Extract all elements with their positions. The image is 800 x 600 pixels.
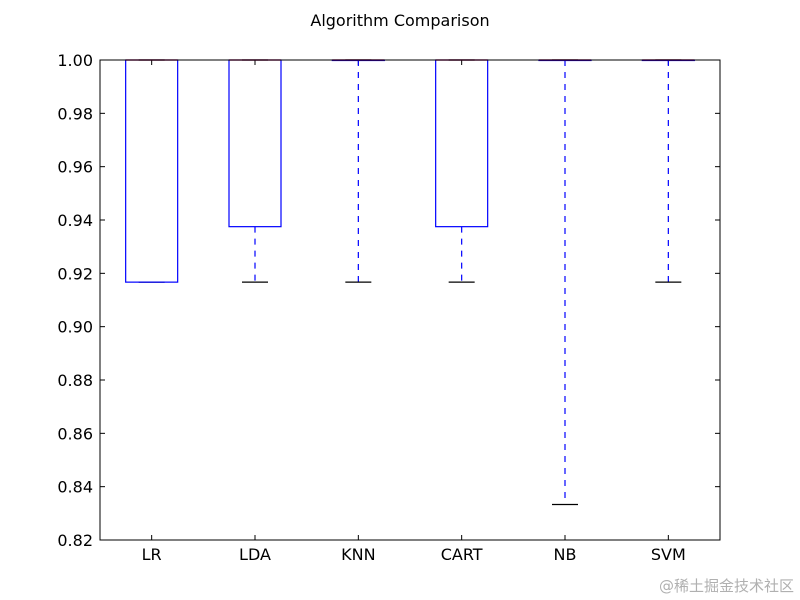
- box-lr: [125, 59, 179, 283]
- y-tick-label: 0.92: [57, 264, 93, 283]
- box-body: [228, 59, 282, 228]
- y-tick-label: 0.88: [57, 371, 93, 390]
- chart-title: Algorithm Comparison: [310, 11, 489, 30]
- box-knn: [331, 59, 385, 283]
- watermark: @稀土掘金技术社区: [658, 577, 794, 595]
- y-tick-label: 0.84: [57, 478, 93, 497]
- y-tick-label: 0.96: [57, 158, 93, 177]
- x-tick-label: CART: [441, 545, 483, 564]
- plot-area: 0.82 0.84 0.86 0.88 0.90 0.92 0.94 0.96 0.98 1.00…: [57, 51, 720, 564]
- box-lda: [228, 59, 282, 283]
- plot-frame: [99, 59, 721, 541]
- box-svm: [641, 59, 695, 283]
- y-tick-label: 0.86: [57, 424, 93, 443]
- y-tick-label: 0.98: [57, 104, 93, 123]
- box-cart: [435, 59, 489, 283]
- x-tick-label: SVM: [651, 545, 686, 564]
- x-tick-label: KNN: [341, 545, 375, 564]
- y-tick-label: 1.00: [57, 51, 93, 70]
- y-tick-label: 0.90: [57, 318, 93, 337]
- y-tick-label: 0.82: [57, 531, 93, 550]
- y-tick-label: 0.94: [57, 211, 93, 230]
- box-body: [125, 59, 179, 283]
- box-nb: [538, 59, 592, 506]
- x-tick-label: LDA: [239, 545, 271, 564]
- x-tick-label: LR: [142, 545, 162, 564]
- x-tick-label: NB: [554, 545, 577, 564]
- box-body: [435, 59, 489, 228]
